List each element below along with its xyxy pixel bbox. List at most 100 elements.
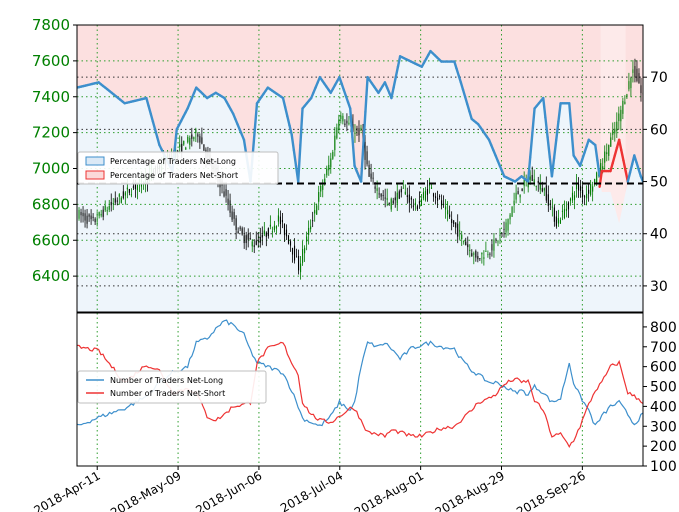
- candle-body: [374, 186, 376, 189]
- candle-body: [567, 202, 570, 210]
- candle-body: [521, 188, 523, 191]
- candle-body: [231, 211, 233, 220]
- candle-body: [432, 193, 435, 197]
- candle-body: [549, 203, 551, 205]
- x-tick-label: 2018-May-09: [108, 468, 183, 512]
- candle-body: [114, 198, 116, 203]
- candle-body: [298, 256, 300, 271]
- candle-body: [517, 191, 519, 195]
- candle-body: [406, 195, 408, 198]
- candle-body: [475, 251, 477, 258]
- x-tick-label: 2018-Aug-29: [433, 468, 507, 512]
- candle-body: [229, 200, 231, 213]
- candle-body: [386, 198, 388, 200]
- candle-body: [128, 189, 130, 193]
- candle-body: [557, 218, 559, 224]
- candle-body: [243, 235, 245, 244]
- net-long-pct-segment: [457, 74, 463, 84]
- price-tick-label: 7200: [32, 124, 70, 142]
- candle-body: [571, 192, 574, 201]
- net-short-pct-segment: [611, 154, 617, 165]
- candle-body: [459, 230, 461, 232]
- candle-body: [418, 201, 420, 204]
- net-long-pct-segment: [461, 88, 467, 99]
- net-long-pct-segment: [286, 115, 291, 127]
- candle-body: [233, 212, 235, 219]
- candle-body: [322, 184, 324, 190]
- candle-body: [632, 69, 634, 73]
- net-long-pct-segment: [396, 55, 402, 68]
- candle-body: [551, 206, 553, 208]
- candle-body: [509, 214, 511, 220]
- candle-body: [561, 210, 563, 212]
- candle-body: [134, 183, 136, 189]
- candle-body: [98, 212, 100, 216]
- candle-body: [181, 143, 183, 153]
- candle-body: [584, 196, 586, 198]
- candle-body: [545, 185, 547, 201]
- candle-body: [285, 229, 288, 237]
- candle-body: [465, 241, 467, 246]
- candle-body: [304, 247, 306, 254]
- candle-body: [604, 151, 606, 163]
- candle-body: [106, 210, 108, 212]
- candle-body: [368, 164, 370, 177]
- candle-body: [469, 249, 471, 252]
- candle-body: [283, 223, 286, 235]
- candle-body: [523, 180, 525, 186]
- candle-body: [300, 263, 302, 273]
- legend-label-net-short-count: Number of Traders Net-Short: [110, 389, 225, 398]
- candle-body: [511, 207, 513, 217]
- candle-body: [378, 193, 380, 195]
- candle-body: [467, 244, 469, 248]
- candle-body: [463, 241, 465, 243]
- candle-body: [338, 119, 340, 130]
- candle-body: [535, 185, 537, 187]
- candle-body: [86, 215, 88, 224]
- candle-body: [614, 128, 616, 134]
- net-long-pct-segment: [351, 135, 356, 168]
- candle-body: [293, 245, 296, 261]
- candle-body: [306, 236, 308, 242]
- candle-body: [573, 195, 576, 200]
- x-axis-labels: 2018-Apr-11 2018-May-09 2018-Jun-06 2018-Ju…: [31, 466, 588, 512]
- candle-body: [203, 144, 205, 151]
- candle-body: [586, 193, 588, 199]
- candle-body: [108, 206, 110, 210]
- candle-body: [271, 231, 273, 233]
- candle-body: [588, 189, 590, 194]
- candle-body: [344, 123, 346, 126]
- count-tick-label: 600: [650, 360, 677, 376]
- candle-body: [289, 241, 292, 246]
- candle-body: [376, 188, 378, 191]
- candle-body: [273, 225, 275, 231]
- bottom-panel-frame: [76, 312, 644, 467]
- candle-body: [287, 235, 290, 244]
- net-long-pct-segment: [156, 135, 161, 147]
- net-long-pct-segment: [290, 133, 296, 152]
- candle-body: [237, 231, 239, 234]
- candle-body: [187, 136, 189, 143]
- candle-body: [577, 183, 580, 191]
- candle-body: [455, 222, 457, 228]
- candle-body: [346, 120, 348, 124]
- net-long-pct-segment: [292, 149, 298, 168]
- candle-body: [191, 134, 193, 139]
- candle-body: [630, 77, 632, 89]
- candle-body: [537, 180, 539, 184]
- legend-swatch-net-long-pct: [85, 156, 105, 166]
- candle-body: [541, 188, 543, 192]
- candle-body: [461, 234, 463, 240]
- candle-body: [265, 232, 267, 237]
- candle-body: [342, 115, 344, 122]
- candle-body: [507, 218, 509, 231]
- candle-body: [132, 186, 134, 188]
- candle-body: [255, 240, 257, 245]
- candle-body: [513, 200, 515, 205]
- candle-body: [445, 206, 447, 210]
- x-tick-label: 2018-Jun-06: [193, 468, 264, 512]
- candle-body: [493, 239, 495, 251]
- candle-body: [489, 253, 491, 255]
- candle-body: [404, 191, 406, 195]
- net-long-pct-segment: [281, 96, 287, 109]
